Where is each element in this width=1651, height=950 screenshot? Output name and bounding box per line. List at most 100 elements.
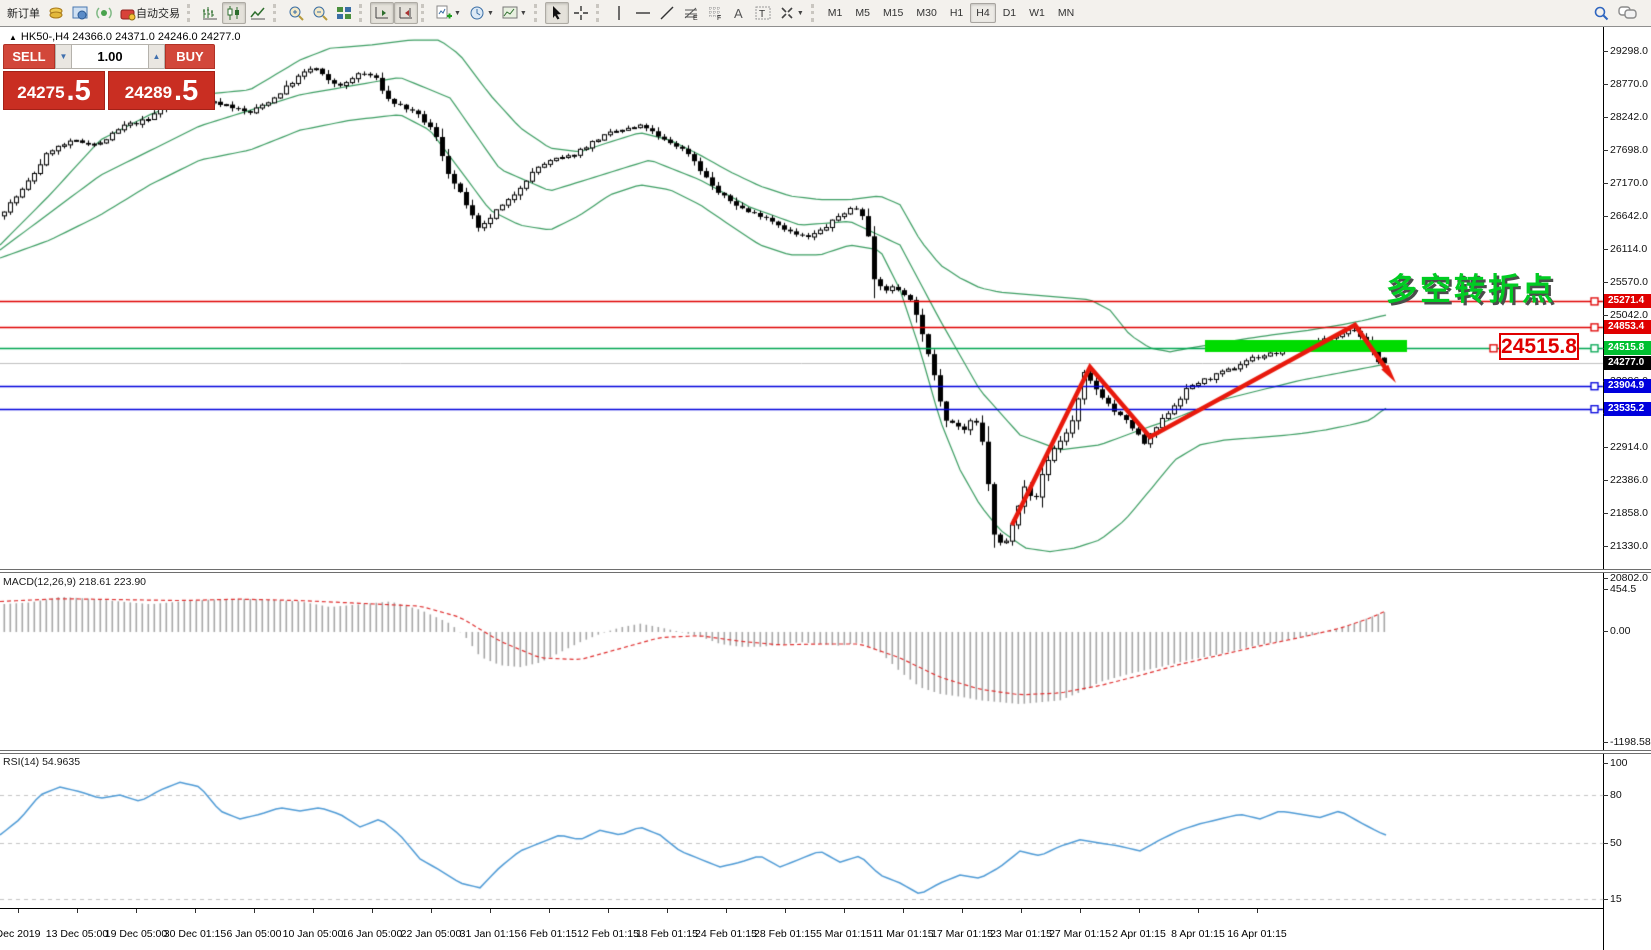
price-tick-mark [1603,116,1608,118]
sell-price-button[interactable]: 24275 .5 [3,71,105,110]
timeframe-mn[interactable]: MN [1052,3,1080,23]
timeframe-m1[interactable]: M1 [822,3,849,23]
macd-tick-mark [1603,589,1608,591]
timeframe-h4[interactable]: H4 [970,3,996,23]
sell-button[interactable]: SELL [3,44,55,69]
price-tick-mark [1603,282,1608,284]
macd-tick-mark [1603,742,1608,744]
zoom-out-icon[interactable] [308,2,332,24]
timeframe-d1[interactable]: D1 [997,3,1022,23]
price-tick-label: 28242.0 [1610,110,1648,123]
chart-shift-icon[interactable] [394,2,418,24]
periods-icon[interactable]: ▼ [465,2,498,24]
price-chip: 24277.0 [1604,356,1651,371]
text-icon[interactable]: A [727,2,751,24]
svg-text:T: T [759,9,765,20]
price-tick-mark [1603,480,1608,482]
time-tick-mark [18,909,19,913]
fibonacci-icon[interactable]: E [679,2,703,24]
time-tick-mark [785,909,786,913]
time-tick-label: 11 Mar 01:15 [872,928,934,940]
label-icon[interactable]: T [751,2,775,24]
price-chip: 25271.4 [1604,294,1651,309]
price-tick-label: 28770.0 [1610,77,1648,90]
timeframe-w1[interactable]: W1 [1023,3,1051,23]
toolbar-separator [421,4,429,22]
new-order-label: 新订单 [7,8,40,20]
templates-icon[interactable]: ▼ [498,2,531,24]
time-axis-border [0,908,1604,909]
volume-input[interactable]: 1.00 [72,44,148,69]
time-tick-label: 12 Feb 01:15 [577,928,639,940]
auto-scroll-icon[interactable] [370,2,394,24]
price-chip: 24515.8 [1604,341,1651,356]
coins-icon[interactable] [44,2,68,24]
macd-indicator-label: MACD(12,26,9) 218.61 223.90 [3,576,147,588]
sell-price-main: 24275 [17,83,65,102]
crosshair-icon[interactable] [569,2,593,24]
candlestick-chart-icon[interactable] [222,2,246,24]
price-level-label[interactable]: 24515.8 [1499,333,1579,360]
collapse-arrow-icon[interactable]: ▲ [9,33,17,42]
timeframe-m15[interactable]: M15 [877,3,909,23]
time-tick-label: 6 Jan 05:00 [226,928,282,940]
toolbar-separator [595,4,604,22]
macd-pane-separator[interactable] [0,569,1651,573]
horizontal-line-icon[interactable] [631,2,655,24]
new-order-button[interactable]: 新订单 [3,2,44,24]
time-tick-mark [195,909,196,913]
new-chart-icon[interactable]: ▼ [432,2,465,24]
chart-title: ▲ HK50-,H4 24366.0 24371.0 24246.0 24277.… [9,31,241,43]
toolbar-separator [187,4,195,22]
price-chip: 23904.9 [1604,379,1651,394]
market-watch-icon[interactable] [68,2,92,24]
trendline-icon[interactable] [655,2,679,24]
search-icon[interactable] [1589,2,1614,24]
buy-price-button[interactable]: 24289 .5 [108,71,215,110]
price-tick-label: 27698.0 [1610,144,1648,157]
volume-up-button[interactable]: ▲ [148,44,165,69]
chevron-down-icon: ▼ [519,9,527,17]
line-chart-icon[interactable] [246,2,270,24]
time-tick-mark [254,909,255,913]
timeframe-h1[interactable]: H1 [944,3,969,23]
bull-bear-turning-point-annotation[interactable]: 多空转折点 [1386,272,1556,307]
time-tick-mark [608,909,609,913]
time-tick-label: 31 Jan 01:15 [459,928,521,940]
time-tick-mark [1080,909,1081,913]
time-tick-mark [77,909,78,913]
time-tick-mark [313,909,314,913]
time-tick-mark [903,909,904,913]
chat-icon[interactable] [1614,2,1642,24]
grid-icon[interactable]: F [703,2,727,24]
buy-price-frac: .5 [174,75,199,107]
time-tick-label: 19 Dec 05:00 [104,928,168,940]
time-tick-mark [372,909,373,913]
chart-title-text: HK50-,H4 24366.0 24371.0 24246.0 24277.0 [20,31,241,43]
price-tick-mark [1603,578,1608,580]
vertical-line-icon[interactable] [607,2,631,24]
price-tick-mark [1603,315,1608,317]
tile-windows-icon[interactable] [332,2,356,24]
arrows-icon[interactable]: ▼ [775,2,808,24]
timeframe-m30[interactable]: M30 [910,3,942,23]
rsi-tick-label: 50 [1610,836,1622,849]
price-tick-mark [1603,447,1608,449]
price-tick-label: 22386.0 [1610,474,1648,487]
price-tick-mark [1603,50,1608,52]
bar-chart-icon[interactable] [198,2,222,24]
signal-icon[interactable] [92,2,116,24]
time-tick-mark [136,909,137,913]
timeframe-m5[interactable]: M5 [849,3,876,23]
rsi-pane-separator[interactable] [0,750,1651,754]
time-tick-mark [431,909,432,913]
rsi-tick-label: 15 [1610,892,1622,905]
cursor-icon[interactable] [544,2,569,24]
zoom-in-icon[interactable] [284,2,308,24]
volume-down-button[interactable]: ▼ [55,44,72,69]
buy-button[interactable]: BUY [165,44,215,69]
autotrading-button[interactable]: 自动交易 [116,2,184,24]
rsi-tick-label: 100 [1610,756,1628,769]
time-tick-mark [490,909,491,913]
